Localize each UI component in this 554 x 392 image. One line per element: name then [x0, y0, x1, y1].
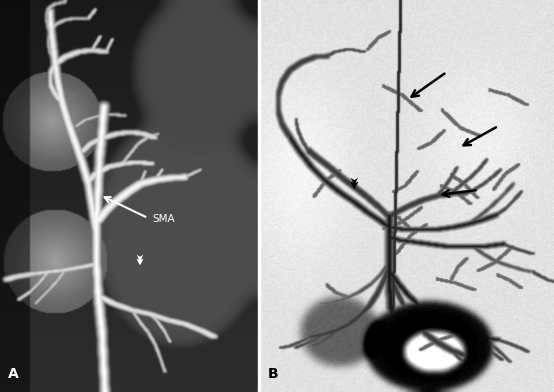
Text: B: B: [268, 367, 279, 381]
Text: A: A: [8, 367, 19, 381]
Text: SMA: SMA: [152, 214, 175, 224]
